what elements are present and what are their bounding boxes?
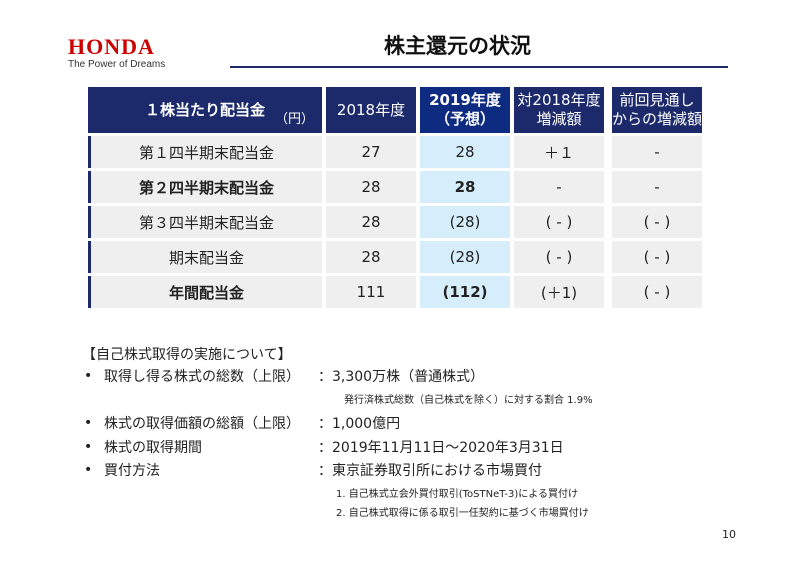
row-label: 年間配当金: [88, 276, 322, 308]
cell-2019: (28): [420, 206, 510, 238]
table-row: 第２四半期末配当金 28 28 - -: [88, 171, 702, 203]
title-underline: [230, 66, 728, 68]
header-2018: 2018年度: [326, 87, 416, 133]
cell-prev: -: [612, 171, 702, 203]
buyback-item-value: ：3,300万株（普通株式）: [318, 369, 485, 385]
buyback-item-value: ：1,000億円: [318, 416, 401, 432]
cell-2018: 28: [326, 241, 416, 273]
table-row: 第３四半期末配当金 28 (28) ( - ) ( - ): [88, 206, 702, 238]
bullet-icon: •: [84, 415, 93, 431]
header-2019-line1: 2019年度: [429, 91, 501, 109]
row-label: 期末配当金: [88, 241, 322, 273]
method-note: 1. 自己株式立会外買付取引(ToSTNeT-3)による買付け: [336, 489, 578, 500]
cell-diff: (＋1): [514, 276, 604, 308]
bullet-icon: •: [84, 439, 93, 455]
header-diff-line2: 増減額: [536, 110, 582, 128]
buyback-item-value: ：2019年11月11日～2020年3月31日: [318, 440, 564, 456]
logo-wordmark: HONDA: [68, 34, 155, 59]
cell-prev: ( - ): [612, 276, 702, 308]
cell-2018: 28: [326, 171, 416, 203]
cell-diff: ( - ): [514, 241, 604, 273]
cell-prev: ( - ): [612, 241, 702, 273]
cell-diff: ＋１: [514, 136, 604, 168]
buyback-item-label: 買付方法: [104, 463, 160, 479]
cell-diff: -: [514, 171, 604, 203]
header-prev-line2: からの増減額: [612, 110, 703, 128]
cell-2019: (28): [420, 241, 510, 273]
dividend-table: １株当たり配当金 （円） 2018年度 2019年度 （予想） 対2018年度 …: [84, 84, 706, 311]
header-prev-line1: 前回見通し: [619, 91, 695, 109]
cell-2018: 111: [326, 276, 416, 308]
buyback-heading: 【自己株式取得の実施について】: [82, 347, 292, 363]
cell-prev: -: [612, 136, 702, 168]
logo-tagline: The Power of Dreams: [68, 59, 166, 70]
buyback-item-label: 取得し得る株式の総数（上限）: [104, 369, 300, 385]
buyback-item-value: ：東京証券取引所における市場買付: [318, 463, 542, 479]
row-label: 第２四半期末配当金: [88, 171, 322, 203]
cell-prev: ( - ): [612, 206, 702, 238]
table-row: 第１四半期末配当金 27 28 ＋１ -: [88, 136, 702, 168]
method-note: 2. 自己株式取得に係る取引一任契約に基づく市場買付け: [336, 508, 589, 519]
table-row: 年間配当金 111 (112) (＋1) ( - ): [88, 276, 702, 308]
page-title: 株主還元の状況: [384, 34, 531, 58]
row-label: 第１四半期末配当金: [88, 136, 322, 168]
buyback-item-label: 株式の取得価額の総額（上限）: [104, 416, 300, 432]
table-row: 期末配当金 28 (28) ( - ) ( - ): [88, 241, 702, 273]
cell-2018: 28: [326, 206, 416, 238]
header-label: １株当たり配当金: [144, 100, 265, 119]
header-2019-line2: （予想）: [434, 110, 495, 128]
table-header-row: １株当たり配当金 （円） 2018年度 2019年度 （予想） 対2018年度 …: [88, 87, 702, 133]
ratio-note: 発行済株式総数（自己株式を除く）に対する割合 1.9%: [344, 395, 593, 406]
cell-2018: 27: [326, 136, 416, 168]
header-unit: （円）: [274, 112, 314, 127]
row-label: 第３四半期末配当金: [88, 206, 322, 238]
bullet-icon: •: [84, 462, 93, 478]
cell-2019: (112): [420, 276, 510, 308]
header-label-cell: １株当たり配当金 （円）: [88, 87, 322, 133]
cell-2019: 28: [420, 171, 510, 203]
page-number: 10: [722, 528, 736, 541]
cell-diff: ( - ): [514, 206, 604, 238]
header-prev: 前回見通し からの増減額: [612, 87, 702, 133]
cell-2019: 28: [420, 136, 510, 168]
buyback-item-label: 株式の取得期間: [104, 440, 202, 456]
header-diff: 対2018年度 増減額: [514, 87, 604, 133]
bullet-icon: •: [84, 368, 93, 384]
honda-logo: HONDA The Power of Dreams: [68, 34, 166, 71]
header-2019: 2019年度 （予想）: [420, 87, 510, 133]
header-diff-line1: 対2018年度: [517, 91, 601, 109]
